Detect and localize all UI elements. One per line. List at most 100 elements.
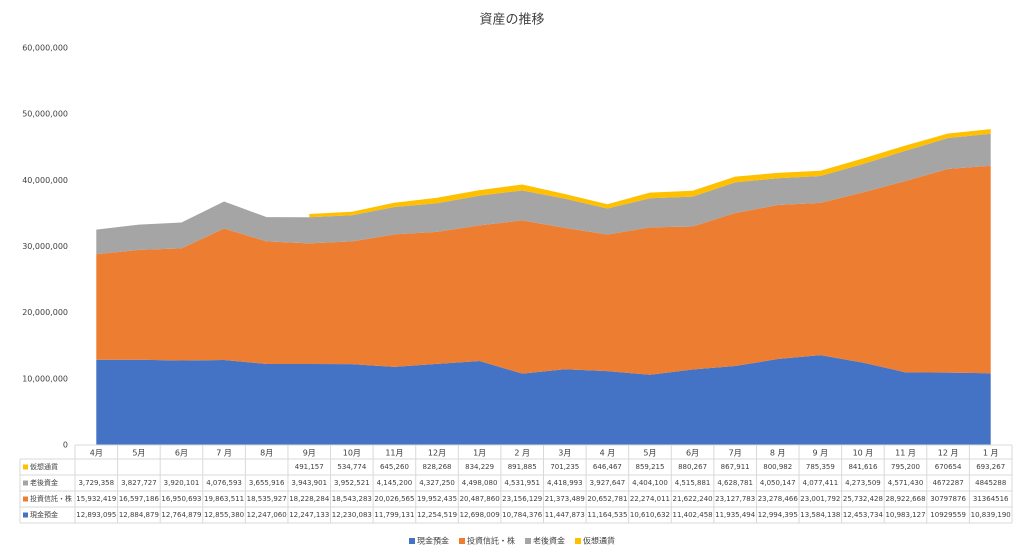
table-cell: 20,026,565 <box>374 495 414 503</box>
table-cell: 4672287 <box>933 479 964 487</box>
table-cell: 4,145,200 <box>377 479 413 487</box>
table-cell: 12,893,095 <box>76 511 116 519</box>
table-cell: 19,863,511 <box>204 495 244 503</box>
legend-label: 老後資金 <box>533 536 565 546</box>
table-cell: 3,729,358 <box>78 479 114 487</box>
table-cell: 18,228,284 <box>289 495 330 503</box>
table-cell: 12,764,879 <box>161 511 201 519</box>
x-tick-label: 10 月 <box>853 449 874 458</box>
table-cell: 491,157 <box>295 463 324 471</box>
row-header: 仮想通貨 <box>30 462 58 471</box>
table-cell: 834,229 <box>465 463 494 471</box>
x-tick-label: 5月 <box>643 449 656 458</box>
legend-key <box>23 464 28 470</box>
legend-swatch <box>459 538 465 544</box>
legend-key <box>23 496 28 502</box>
table-cell: 693,267 <box>976 463 1005 471</box>
table-cell: 11,799,131 <box>374 511 414 519</box>
table-cell: 3,655,916 <box>249 479 285 487</box>
table-cell: 4,418,993 <box>547 479 583 487</box>
table-cell: 10929559 <box>930 511 966 519</box>
area <box>96 133 991 255</box>
x-tick-label: 10月 <box>343 449 361 458</box>
table-cell: 670654 <box>935 463 962 471</box>
table-cell: 12,855,380 <box>204 511 244 519</box>
table-cell: 4,404,100 <box>632 479 668 487</box>
y-tick-label: 40,000,000 <box>22 176 68 185</box>
x-tick-label: 6月 <box>686 449 699 458</box>
table-cell: 11,402,458 <box>673 511 713 519</box>
table-cell: 4845288 <box>975 479 1006 487</box>
table-cell: 10,610,632 <box>630 511 670 519</box>
table-cell: 23,278,466 <box>758 495 799 503</box>
y-tick-label: 30,000,000 <box>22 242 68 251</box>
table-cell: 3,827,727 <box>121 479 157 487</box>
table-cell: 11,447,873 <box>545 511 585 519</box>
y-tick-label: 10,000,000 <box>22 374 68 383</box>
area <box>309 129 991 218</box>
chart-title: 資産の推移 <box>479 12 544 28</box>
table-cell: 867,911 <box>721 463 750 471</box>
table-cell: 645,260 <box>380 463 409 471</box>
table-cell: 23,156,129 <box>502 495 542 503</box>
x-tick-label: 4月 <box>90 449 103 458</box>
area <box>96 355 991 445</box>
legend-label: 投資信託・株 <box>467 536 515 546</box>
table-cell: 3,943,901 <box>291 479 327 487</box>
legend-swatch <box>409 538 415 544</box>
table-cell: 785,359 <box>806 463 835 471</box>
table-cell: 16,950,693 <box>161 495 201 503</box>
table-cell: 13,584,138 <box>800 511 840 519</box>
table-cell: 10,784,376 <box>502 511 543 519</box>
table-cell: 534,774 <box>337 463 366 471</box>
x-tick-label: 6月 <box>175 449 188 458</box>
table-cell: 841,616 <box>848 463 877 471</box>
table-cell: 16,597,186 <box>119 495 160 503</box>
table-cell: 3,952,521 <box>334 479 370 487</box>
table-cell: 880,267 <box>678 463 707 471</box>
row-header: 投資信託・株 <box>30 494 72 503</box>
table-cell: 18,543,283 <box>332 495 372 503</box>
table-cell: 4,498,080 <box>462 479 498 487</box>
table-cell: 21,373,489 <box>545 495 585 503</box>
table-cell: 4,327,250 <box>419 479 455 487</box>
table-cell: 12,230,083 <box>332 511 372 519</box>
table-cell: 12,994,395 <box>758 511 798 519</box>
table-cell: 12,247,060 <box>247 511 287 519</box>
x-tick-label: 1月 <box>473 449 486 458</box>
legend-label: 仮想通貨 <box>583 536 615 546</box>
table-cell: 795,200 <box>891 463 920 471</box>
x-tick-label: 12 月 <box>938 449 959 458</box>
table-cell: 701,235 <box>550 463 579 471</box>
table-cell: 11,935,494 <box>715 511 756 519</box>
table-cell: 18,535,927 <box>247 495 287 503</box>
table-cell: 12,698,009 <box>460 511 500 519</box>
table-cell: 20,487,860 <box>460 495 500 503</box>
table-cell: 12,254,519 <box>417 511 457 519</box>
table-cell: 22,274,011 <box>630 495 670 503</box>
row-header: 老後資金 <box>30 478 58 487</box>
table-cell: 4,076,593 <box>206 479 242 487</box>
x-tick-label: 7 月 <box>216 449 232 458</box>
table-cell: 646,467 <box>593 463 622 471</box>
legend-key <box>23 480 28 486</box>
x-tick-label: 1 月 <box>983 449 999 458</box>
y-tick-label: 20,000,000 <box>22 308 68 317</box>
table-cell: 25,732,428 <box>843 495 883 503</box>
table-cell: 10,983,127 <box>885 511 925 519</box>
table-cell: 15,932,419 <box>76 495 116 503</box>
legend-label: 現金預金 <box>417 536 449 546</box>
table-cell: 12,453,734 <box>843 511 884 519</box>
table-cell: 3,920,101 <box>164 479 200 487</box>
table-cell: 4,050,147 <box>760 479 796 487</box>
x-tick-label: 9月 <box>303 449 316 458</box>
x-tick-label: 4 月 <box>600 449 616 458</box>
table-cell: 12,247,133 <box>289 511 329 519</box>
table-cell: 31364516 <box>973 495 1009 503</box>
x-tick-label: 11 月 <box>895 449 916 458</box>
x-tick-label: 8 月 <box>770 449 786 458</box>
table-cell: 4,515,881 <box>675 479 711 487</box>
table-cell: 891,885 <box>508 463 537 471</box>
table-cell: 19,952,435 <box>417 495 457 503</box>
